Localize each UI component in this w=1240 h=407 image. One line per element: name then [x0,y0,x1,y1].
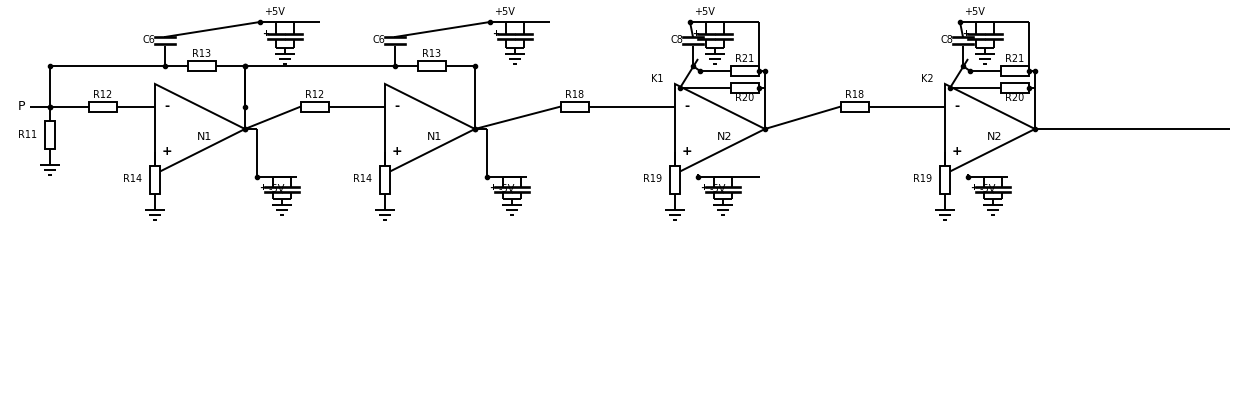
Text: -5V: -5V [498,184,515,194]
Bar [732,66,759,76]
Bar [301,101,329,112]
Text: C8: C8 [671,35,683,45]
Text: R18: R18 [565,90,584,99]
Text: R12: R12 [93,90,112,99]
Text: -5V: -5V [980,184,996,194]
Bar [150,166,160,193]
Text: -: - [684,100,689,113]
Text: +5V: +5V [963,7,985,17]
Text: +5V: +5V [494,7,515,17]
Text: R13: R13 [423,49,441,59]
Text: +: + [263,29,269,39]
Text: +: + [701,182,707,192]
Text: R21: R21 [1006,54,1024,64]
Text: -5V: -5V [269,184,285,194]
Text: R13: R13 [192,49,212,59]
Bar [841,101,869,112]
Text: C6: C6 [143,35,155,45]
Text: C8: C8 [941,35,954,45]
Text: -: - [165,100,170,113]
Text: +: + [259,182,267,192]
Text: N2: N2 [717,132,733,142]
Text: N2: N2 [987,132,1003,142]
Text: K2: K2 [921,74,934,85]
Text: -: - [955,100,960,113]
Text: R11: R11 [19,129,37,140]
Bar [670,166,680,193]
Text: R12: R12 [305,90,325,99]
Bar [940,166,950,193]
Bar [45,120,55,149]
Bar [418,61,446,71]
Text: -: - [394,100,399,113]
Bar [379,166,391,193]
Text: +: + [161,145,172,158]
Text: +: + [490,182,496,192]
Bar [88,101,117,112]
Text: +: + [962,29,970,39]
Text: -5V: -5V [709,184,725,194]
Text: C6: C6 [372,35,386,45]
Text: R19: R19 [914,175,932,184]
Text: R21: R21 [735,54,755,64]
Text: K1: K1 [651,74,663,85]
Text: R14: R14 [353,175,372,184]
Text: +5V: +5V [694,7,715,17]
Text: +: + [682,145,692,158]
Bar [560,101,589,112]
Text: R19: R19 [644,175,662,184]
Text: R20: R20 [735,93,755,103]
Text: +: + [970,182,977,192]
Bar [732,83,759,93]
Text: N1: N1 [197,132,213,142]
Bar [188,61,216,71]
Text: R14: R14 [124,175,143,184]
Text: +: + [951,145,962,158]
Text: R20: R20 [1006,93,1024,103]
Text: P: P [19,100,26,113]
Text: +: + [692,29,699,39]
Text: N1: N1 [428,132,443,142]
Bar [1001,83,1029,93]
Text: +: + [492,29,500,39]
Text: +: + [392,145,402,158]
Text: R18: R18 [846,90,864,99]
Bar [1001,66,1029,76]
Text: +5V: +5V [264,7,285,17]
